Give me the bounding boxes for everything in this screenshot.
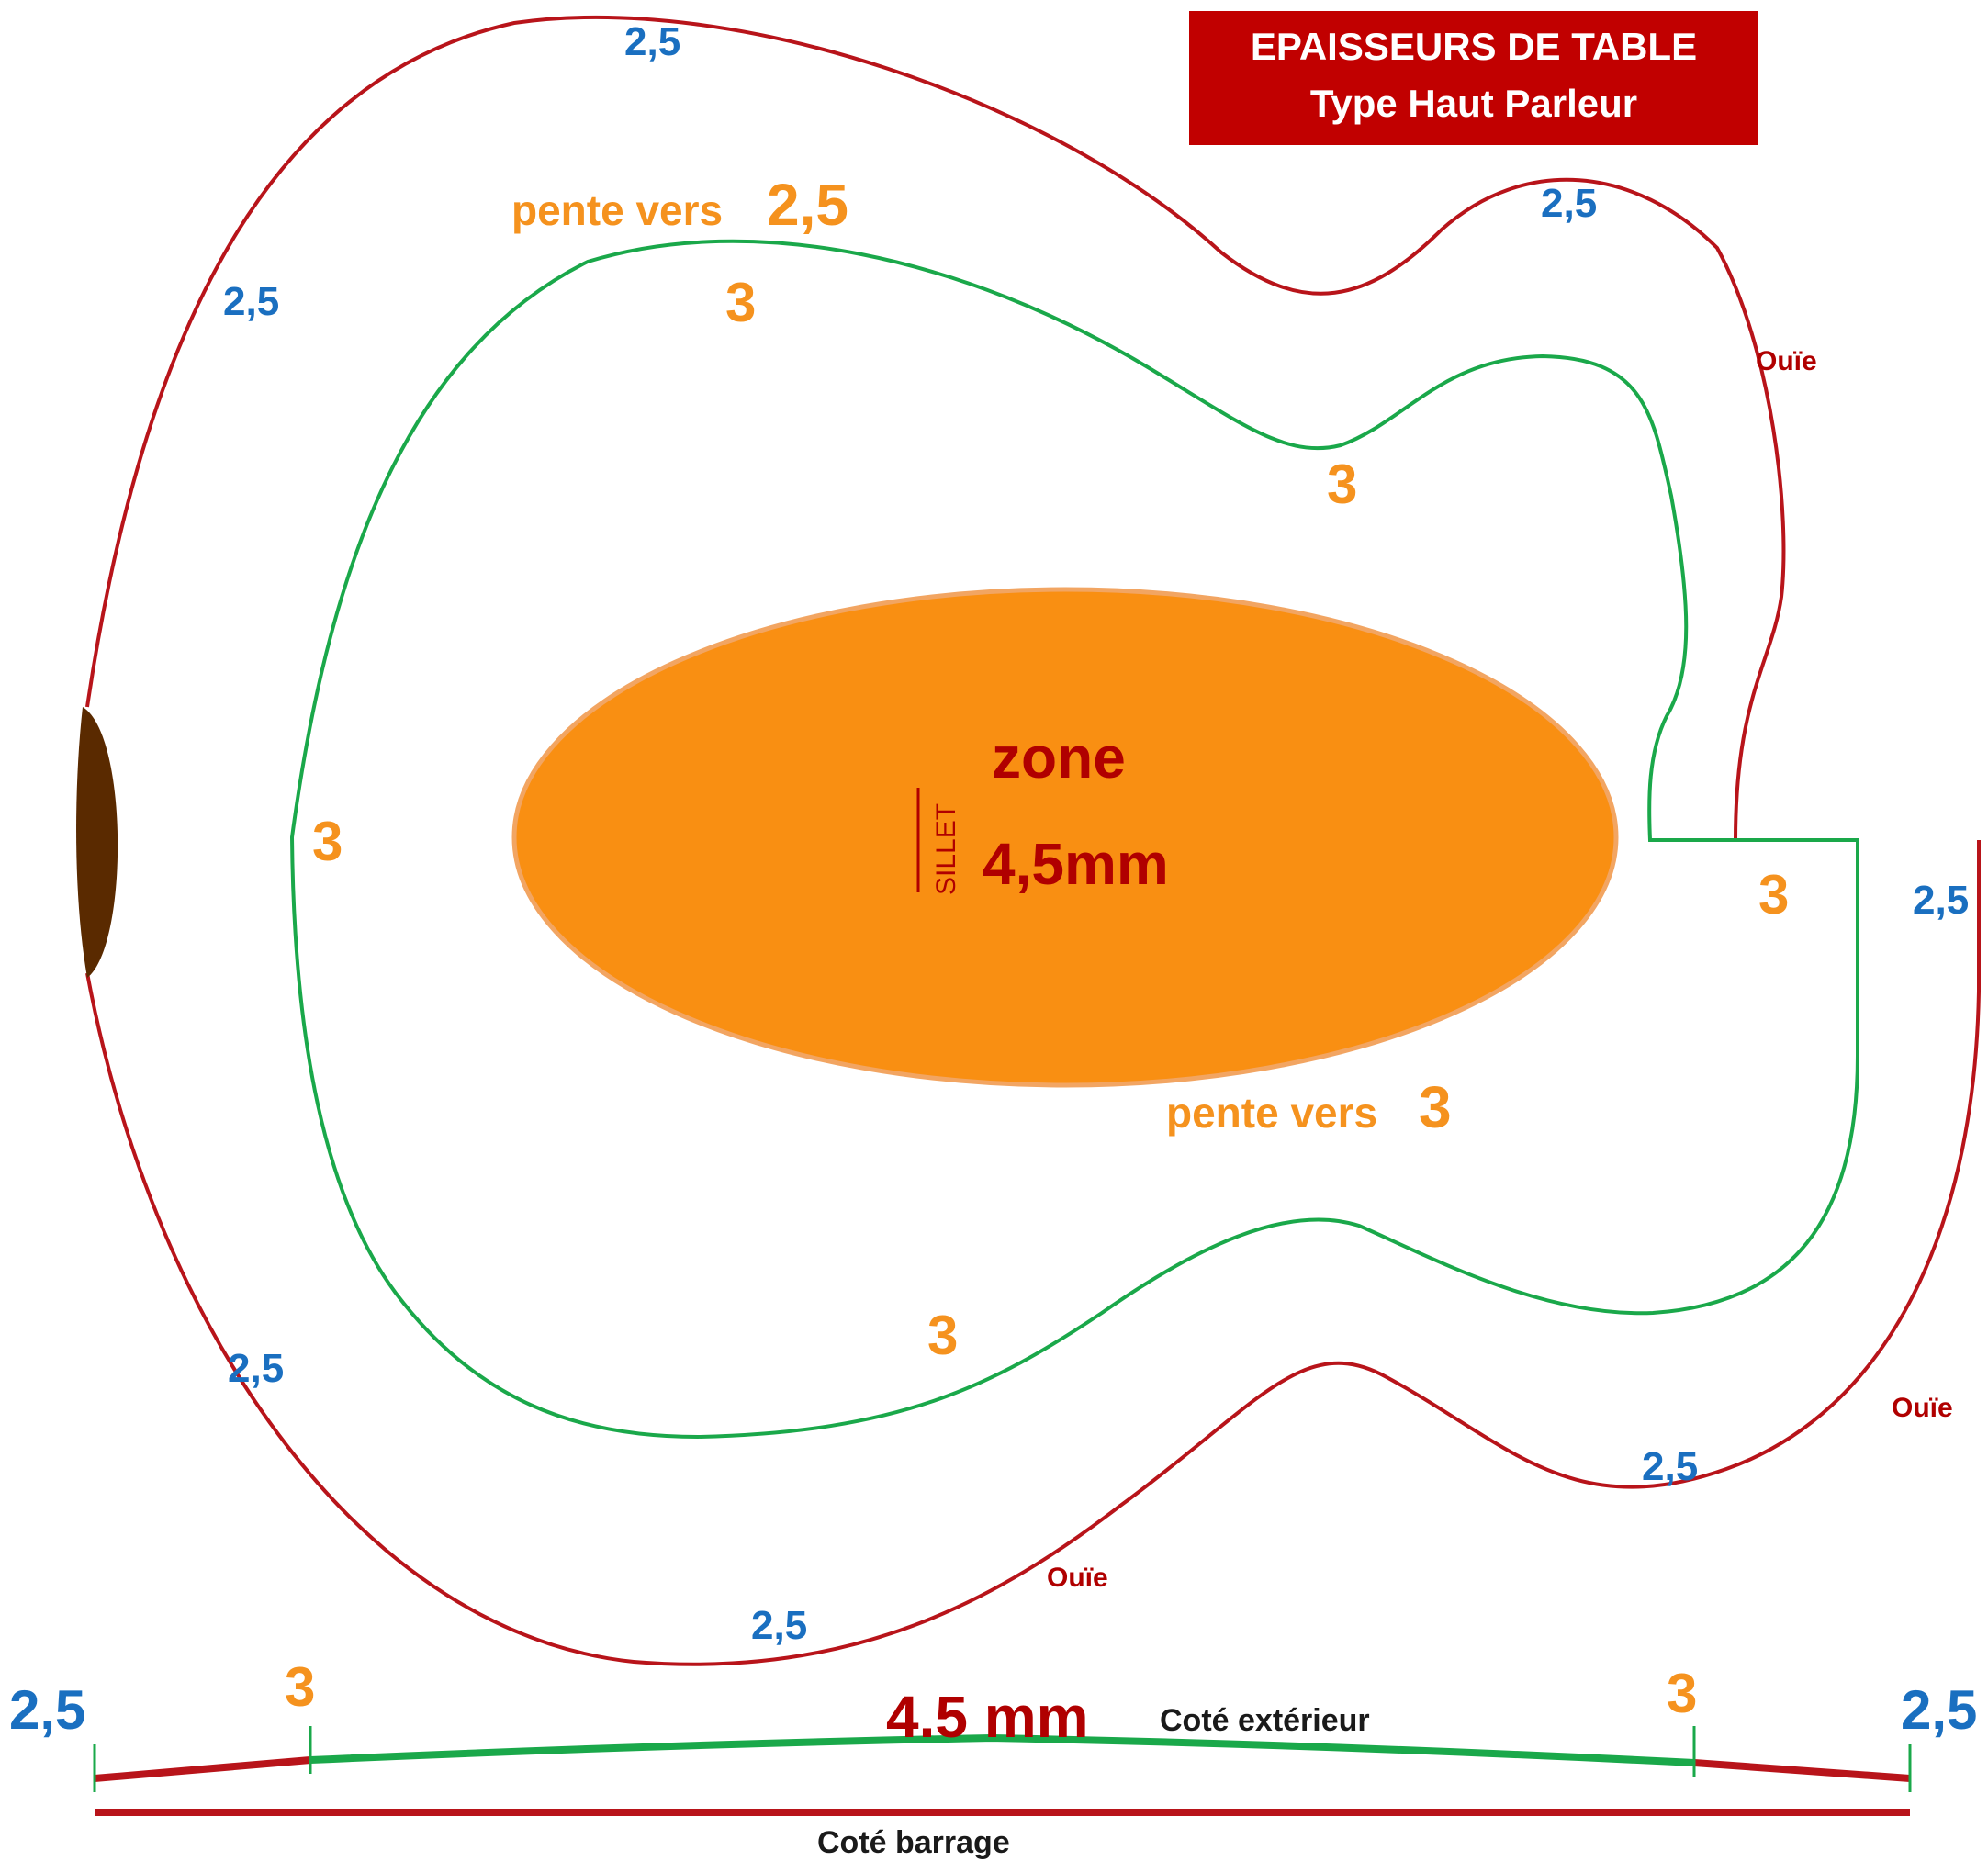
center-zone [511, 587, 1619, 1088]
zone-word: zone [992, 724, 1126, 790]
sound-hole-label-bottom: Ouïe [1047, 1563, 1108, 1593]
profile-edge-right [1693, 1759, 1911, 1782]
slope-label-top: pente vers [511, 186, 723, 234]
inner-contour [289, 239, 1859, 1440]
edge-value-right: 2,5 [1913, 878, 1969, 923]
inner-value-top: 3 [725, 272, 756, 333]
cross-left-mid-value: 3 [285, 1656, 315, 1718]
edge-value-bottom-right: 2,5 [1642, 1444, 1698, 1489]
slope-label-bottom: pente vers [1166, 1089, 1377, 1137]
slope-value-top: 2,5 [767, 172, 848, 238]
title-background [1189, 11, 1758, 145]
slope-value-bottom: 3 [1419, 1074, 1452, 1140]
cross-section: 2,5 3 4.5 mm Coté extérieur 3 2,5 Coté b… [9, 1656, 1977, 1860]
zone-value: 4,5mm [983, 831, 1169, 897]
edge-value-top: 2,5 [624, 19, 680, 64]
soundboard-outline [85, 16, 1786, 841]
edge-value-lower-left: 2,5 [228, 1346, 284, 1391]
title-line1: EPAISSEURS DE TABLE [1251, 25, 1697, 68]
cross-right-edge-value: 2,5 [1901, 1679, 1977, 1741]
edge-value-bottom: 2,5 [751, 1603, 807, 1648]
profile-edge-left [94, 1756, 311, 1782]
outer-side-label: Coté extérieur [1160, 1703, 1370, 1738]
sound-hole-label-top: Ouïe [1756, 346, 1817, 376]
neck-edge [76, 707, 118, 978]
edge-value-top-right: 2,5 [1541, 181, 1597, 226]
inner-value-left: 3 [312, 811, 343, 872]
inner-value-right: 3 [1758, 864, 1789, 925]
edge-value-upper-left: 2,5 [223, 279, 279, 324]
saddle-label: SILLET [931, 803, 961, 895]
sound-hole-label-right: Ouïe [1892, 1393, 1953, 1423]
inner-value-bottom: 3 [927, 1305, 958, 1366]
bracing-side-label: Coté barrage [817, 1825, 1010, 1860]
soundboard-outline-lower [85, 840, 1981, 1666]
profile-center [309, 1733, 1695, 1766]
cross-left-edge-value: 2,5 [9, 1679, 85, 1741]
title-line2: Type Haut Parleur [1310, 82, 1637, 125]
title-box: EPAISSEURS DE TABLE Type Haut Parleur [1189, 11, 1758, 145]
inner-value-upper-right: 3 [1327, 454, 1357, 515]
cross-center-value: 4.5 mm [886, 1684, 1089, 1750]
cross-right-mid-value: 3 [1667, 1663, 1697, 1724]
